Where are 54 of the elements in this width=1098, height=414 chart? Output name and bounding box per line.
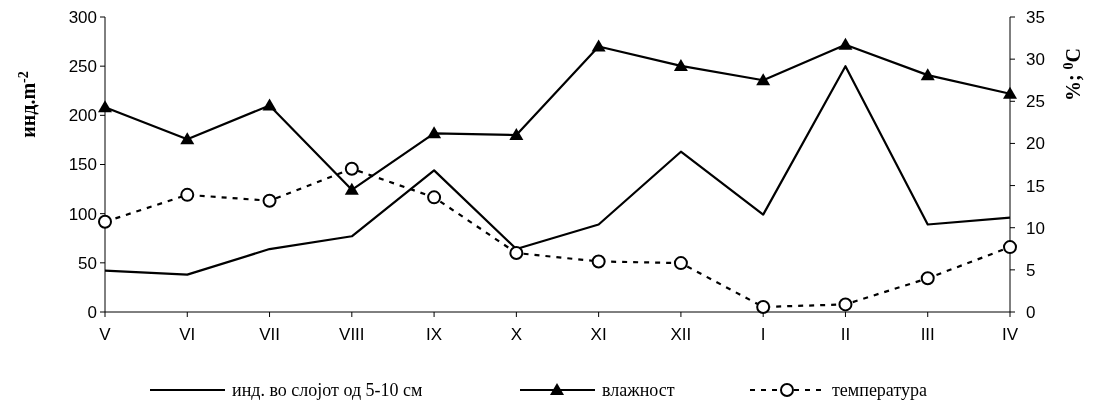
x-tick-label: I	[760, 325, 766, 344]
x-tick-label: VII	[259, 325, 280, 344]
point	[591, 39, 606, 52]
point	[673, 58, 688, 71]
y-tick-label: 50	[78, 253, 97, 273]
y-tick-label: 150	[68, 155, 97, 175]
legend-label: инд. во слојот од 5-10 см	[232, 380, 423, 401]
x-tick-label: IX	[426, 325, 443, 344]
y-tick-label: 100	[68, 204, 97, 224]
y2-tick-label: 15	[1026, 176, 1045, 196]
y2-tick-label: 0	[1026, 302, 1036, 322]
point	[920, 68, 935, 81]
point	[98, 214, 112, 229]
point	[838, 37, 853, 50]
point	[756, 299, 771, 314]
point	[838, 297, 853, 312]
legend-label: температура	[832, 380, 928, 401]
y2-tick-label: 20	[1026, 134, 1045, 154]
y2-tick-label: 5	[1026, 260, 1036, 280]
y-tick-label: 0	[87, 302, 97, 322]
point	[427, 190, 442, 205]
x-tick-label: V	[99, 325, 112, 344]
point	[180, 187, 195, 202]
point	[427, 126, 442, 139]
point	[673, 256, 688, 271]
x-tick-label: X	[510, 325, 523, 344]
y2-tick-label: 10	[1026, 218, 1045, 238]
point	[262, 98, 277, 111]
y-tick-label: 200	[68, 106, 97, 126]
point	[1003, 86, 1017, 99]
point	[591, 254, 606, 269]
x-tick-label: II	[840, 325, 851, 344]
y-tick-label: 300	[68, 7, 97, 27]
point	[509, 128, 524, 140]
point	[1003, 240, 1017, 255]
x-tick-label: III	[920, 325, 935, 344]
x-tick-label: IV	[1001, 325, 1019, 344]
point	[344, 182, 359, 195]
point	[98, 100, 112, 113]
legend-label: влажност	[602, 380, 675, 401]
point	[920, 271, 935, 286]
y-tick-label: 250	[68, 57, 97, 77]
y2-tick-label: 25	[1026, 92, 1045, 112]
point	[756, 73, 771, 86]
point	[180, 132, 195, 145]
y2-tick-label: 35	[1026, 7, 1045, 27]
x-tick-label: XII	[670, 325, 692, 344]
x-tick-label: XI	[590, 325, 607, 344]
x-tick-label: VI	[179, 325, 196, 344]
x-tick-label: VIII	[339, 325, 365, 344]
y2-tick-label: 30	[1026, 50, 1045, 70]
point	[344, 161, 359, 176]
point	[262, 193, 277, 208]
point	[509, 246, 524, 260]
